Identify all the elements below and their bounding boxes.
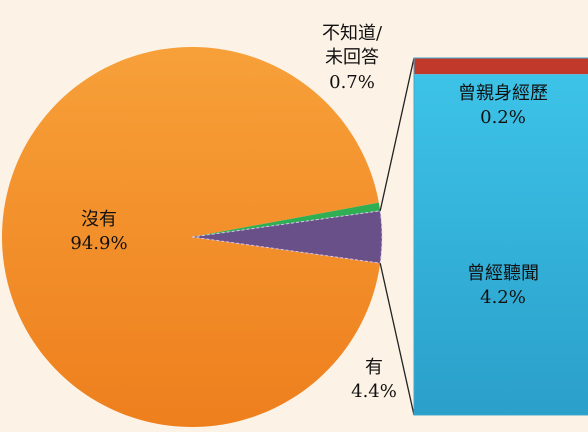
pie-slice-yes [191,210,383,264]
slice-label-unknown-line1: 不知道/ [321,23,383,44]
slice-label-unknown: 不知道/ 未回答 0.7% [297,22,407,95]
bar-label-heard-value: 4.2% [480,287,526,309]
slice-label-unknown-value: 0.7% [329,71,375,93]
slice-label-yes: 有 4.4% [344,356,404,405]
slice-label-yes-name: 有 [365,357,383,378]
slice-label-yes-value: 4.4% [351,381,397,403]
bar-label-heard: 曾經聽聞 4.2% [418,262,588,311]
bar-label-experienced: 曾親身經歷 0.2% [418,82,588,131]
connector-line-bottom [379,263,415,416]
bar-segment-experienced [414,58,588,75]
bar-label-experienced-name: 曾親身經歷 [458,83,548,104]
bar-label-heard-name: 曾經聽聞 [467,263,539,284]
pie-slice-unknown [192,202,381,237]
connector-line-top [379,57,415,211]
bar-outline [413,57,588,416]
slice-label-unknown-line2: 未回答 [325,47,379,69]
slice-label-no-name: 沒有 [81,209,117,230]
pie-slice-no [2,47,381,428]
bar-label-experienced-value: 0.2% [480,107,526,129]
slice-label-no: 沒有 94.9% [44,208,154,257]
bar-segment-heard [414,74,588,416]
slice-label-no-value: 94.9% [70,233,128,255]
